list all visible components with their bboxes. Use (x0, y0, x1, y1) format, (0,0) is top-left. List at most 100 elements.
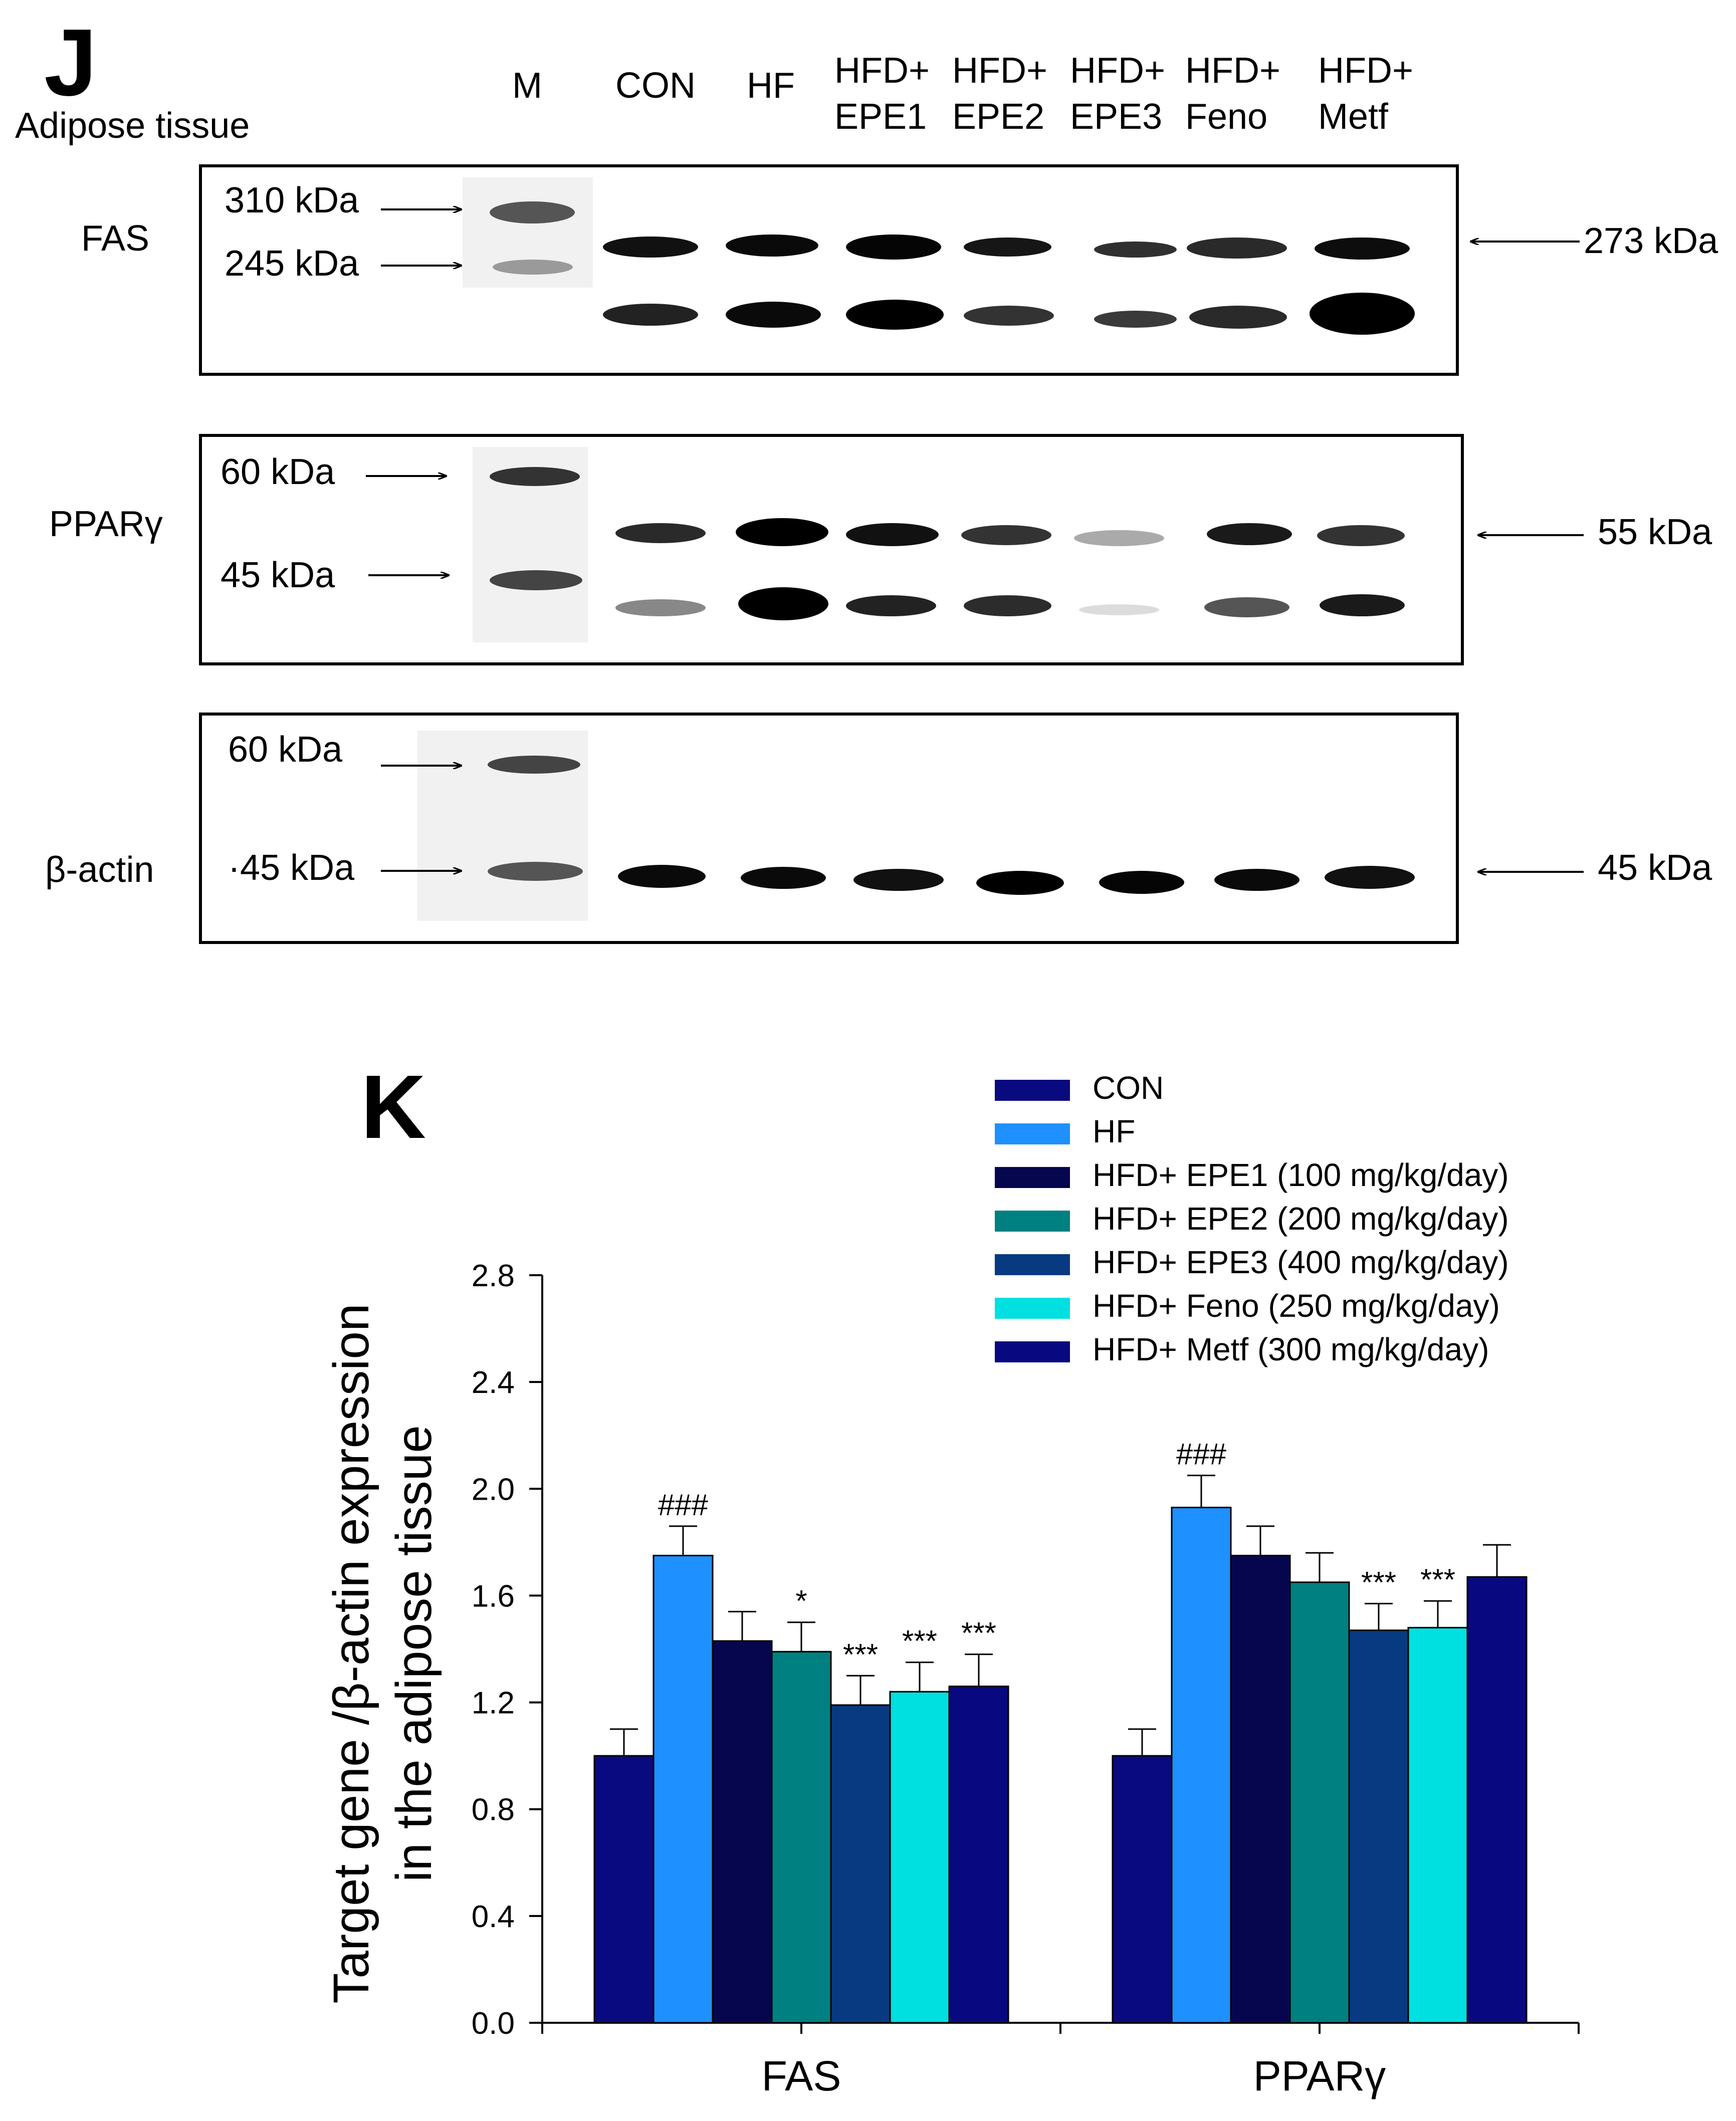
band-ppar-marker-60 (490, 467, 580, 486)
legend-swatch (995, 1123, 1070, 1144)
bar-chart: CON HF HFD+ EPE1 (100 mg/kg/day) HFD+ EPE2 … (323, 1070, 1580, 2099)
bar (889, 1691, 950, 2024)
band-fas-lower-3 (846, 300, 944, 330)
legend-swatch (995, 1167, 1070, 1188)
band-fas-upper-3 (846, 234, 941, 260)
legend-label: HFD+ EPE1 (100 mg/kg/day) (1093, 1157, 1509, 1193)
y-axis-label-line1: Target gene /β-actin expression (323, 1303, 379, 2003)
significance-label: *** (843, 1637, 878, 1671)
bar (830, 1704, 891, 2024)
legend-swatch (995, 1341, 1070, 1362)
band-actin-5 (1099, 871, 1184, 894)
band-ppar-marker-45 (490, 570, 582, 590)
panel-j-letter: J (44, 10, 97, 116)
tissue-label: Adipose tissue (15, 106, 250, 146)
band-fas-upper-7 (1315, 238, 1410, 260)
blot-label-ppar: PPARγ (49, 504, 163, 544)
marker-label-fas-310: 310 kDa (225, 180, 359, 220)
band-fas-lower-7 (1310, 293, 1415, 335)
band-actin-6 (1214, 869, 1299, 891)
significance-label: ### (1176, 1438, 1227, 1471)
legend-swatch (995, 1298, 1070, 1319)
legend-swatch (995, 1080, 1070, 1101)
x-axis: FAS PPARγ (541, 2022, 1580, 2099)
band-fas-lower-2 (726, 302, 821, 328)
band-actin-2 (741, 867, 826, 889)
band-actin-4 (976, 871, 1064, 895)
band-fas-lower-1 (603, 304, 698, 326)
bar (948, 1686, 1009, 2024)
band-ppar-upper-4 (961, 525, 1051, 545)
legend-label: CON (1093, 1070, 1164, 1106)
y-tick-label: 1.2 (472, 1686, 515, 1721)
band-fas-upper-6 (1187, 238, 1287, 259)
bar (712, 1640, 773, 2024)
band-actin-3 (853, 869, 944, 891)
blot-ppar (199, 434, 1464, 665)
band-fas-upper-1 (603, 237, 698, 258)
legend-swatch (995, 1211, 1070, 1232)
marker-label-ppar-right: 55 kDa (1598, 512, 1712, 552)
band-fas-upper-5 (1094, 242, 1177, 258)
blot-actin (199, 713, 1459, 944)
lane-label-hf: HF (747, 66, 795, 106)
y-axis-label-line2: in the adipose tissue (386, 1425, 442, 1882)
lane-label-m: M (512, 66, 542, 106)
lane-label-feno: HFD+ Feno (1185, 51, 1281, 137)
y-tick-label: 2.8 (472, 1259, 515, 1293)
band-actin-1 (618, 865, 706, 888)
significance-label: *** (1361, 1565, 1396, 1599)
lane-label-metf: HFD+ Metf (1318, 51, 1414, 137)
bars: ###**** *** ***###*** *** (593, 1438, 1528, 2024)
bar (1348, 1629, 1409, 2024)
y-tick-label: 0.0 (472, 2006, 515, 2041)
band-fas-upper-2 (726, 234, 818, 257)
panel-k-letter: K (361, 1057, 426, 1157)
marker-label-actin-60: 60 kDa (228, 730, 343, 770)
band-fas-upper-4 (964, 238, 1051, 257)
y-tick-label: 2.4 (472, 1365, 515, 1400)
band-actin-marker-45 (488, 862, 583, 881)
band-fas-lower-4 (964, 306, 1054, 326)
band-ppar-lower-1 (615, 599, 706, 616)
marker-arrows (366, 0, 1584, 952)
lane-label-con: CON (615, 66, 696, 106)
lane-label-epe2: HFD+ EPE2 (952, 51, 1048, 137)
band-actin-7 (1325, 866, 1415, 889)
legend-label: HFD+ EPE3 (400 mg/kg/day) (1093, 1244, 1509, 1280)
y-tick-label: 0.4 (472, 1900, 515, 1934)
band-ppar-lower-7 (1320, 594, 1405, 616)
bar (771, 1651, 832, 2024)
band-ppar-upper-6 (1207, 523, 1292, 545)
band-fas-marker-310 (490, 201, 575, 223)
band-ppar-upper-3 (846, 523, 939, 546)
y-tick-label: 0.8 (472, 1793, 515, 1827)
bar (1289, 1581, 1350, 2024)
legend-label: HFD+ Feno (250 mg/kg/day) (1093, 1288, 1500, 1324)
band-fas-lower-5 (1094, 311, 1177, 328)
blot-label-actin: β-actin (45, 850, 154, 890)
band-fas-marker-245 (493, 260, 573, 275)
blot-fas (199, 164, 1459, 376)
bar (593, 1755, 655, 2024)
lane-label-epe1: HFD+ EPE1 (834, 51, 930, 137)
chart-legend: CON HF HFD+ EPE1 (100 mg/kg/day) HFD+ EPE2 … (995, 1070, 1509, 1367)
band-fas-lower-6 (1189, 306, 1287, 329)
marker-label-fas-right: 273 kDa (1584, 221, 1718, 261)
y-axis: 0.0 0.4 0.8 1.2 1.6 2.0 2.4 2.8 (472, 1259, 543, 2041)
marker-label-fas-245: 245 kDa (225, 244, 359, 284)
y-tick-label: 1.6 (472, 1579, 515, 1613)
legend-label: HFD+ Metf (300 mg/kg/day) (1093, 1331, 1489, 1367)
band-ppar-lower-2 (738, 587, 828, 620)
band-ppar-upper-5 (1074, 530, 1164, 546)
bar (1112, 1755, 1173, 2024)
significance-label: *** (902, 1624, 937, 1658)
marker-label-actin-45: ·45 kDa (228, 848, 355, 888)
legend-swatch (995, 1254, 1070, 1275)
x-tick-label: PPARγ (1253, 2052, 1386, 2099)
significance-label: ### (658, 1488, 709, 1522)
band-ppar-upper-7 (1317, 525, 1405, 546)
significance-label: *** (961, 1616, 996, 1650)
bar (1230, 1555, 1291, 2024)
bar (653, 1555, 714, 2024)
